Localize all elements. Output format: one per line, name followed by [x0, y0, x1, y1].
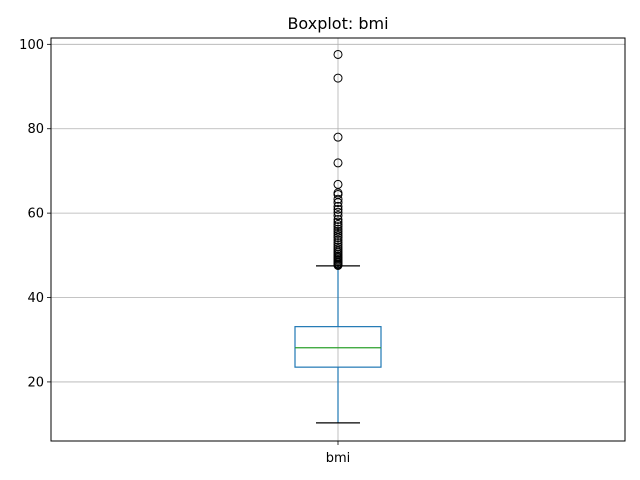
- outlier-point: [333, 204, 343, 214]
- outlier-point: [333, 244, 343, 254]
- outlier-point: [333, 220, 343, 230]
- outlier-point: [333, 235, 343, 245]
- outlier-point: [333, 132, 343, 142]
- outlier-point: [333, 194, 343, 204]
- iqr-box: [294, 326, 382, 368]
- outlier-point: [333, 224, 343, 234]
- y-axis: 20 40 60 80 100: [19, 38, 51, 390]
- x-tick-label: bmi: [326, 451, 351, 466]
- y-tick-label: 100: [19, 38, 44, 53]
- outlier-point: [333, 228, 343, 238]
- y-tick-label: 60: [27, 207, 44, 222]
- chart-title: Boxplot: bmi: [287, 14, 388, 33]
- x-axis: bmi: [326, 441, 351, 466]
- outlier-point: [333, 158, 343, 168]
- plot-area: [294, 49, 382, 424]
- outlier-point: [333, 230, 343, 240]
- outlier-point: [333, 207, 343, 217]
- outlier-point: [333, 222, 343, 232]
- outlier-point: [333, 238, 343, 248]
- outlier-point: [333, 226, 343, 236]
- y-tick-label: 20: [27, 375, 44, 390]
- outlier-point: [333, 214, 343, 224]
- y-tick-label: 80: [27, 122, 44, 137]
- outlier-point: [333, 73, 343, 83]
- outlier-point: [333, 49, 343, 59]
- outlier-point: [333, 201, 343, 211]
- outlier-point: [333, 240, 343, 250]
- outlier-point: [333, 242, 343, 252]
- outlier-point: [333, 179, 343, 189]
- outlier-point: [333, 211, 343, 221]
- outlier-point: [333, 217, 343, 227]
- y-tick-label: 40: [27, 291, 44, 306]
